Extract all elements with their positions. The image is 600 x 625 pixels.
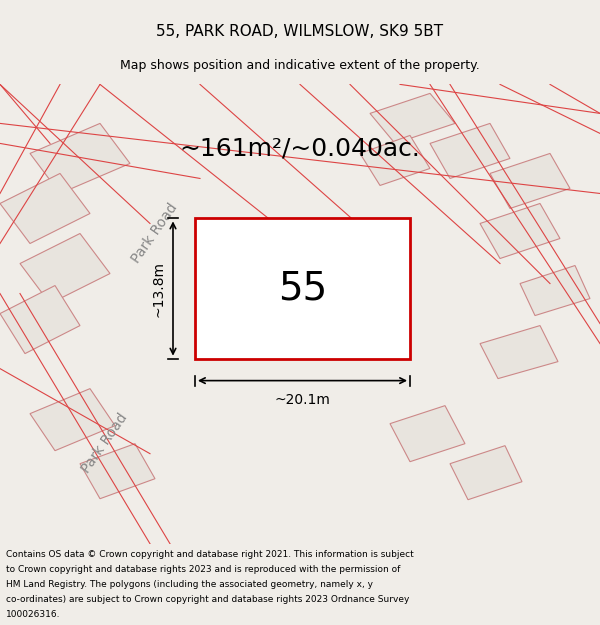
Polygon shape (370, 93, 455, 143)
Polygon shape (30, 389, 115, 451)
Text: Contains OS data © Crown copyright and database right 2021. This information is : Contains OS data © Crown copyright and d… (6, 550, 414, 559)
Text: 55: 55 (278, 269, 327, 308)
Text: Map shows position and indicative extent of the property.: Map shows position and indicative extent… (120, 59, 480, 72)
Polygon shape (450, 446, 522, 500)
Text: ~13.8m: ~13.8m (151, 261, 165, 316)
Polygon shape (490, 153, 570, 209)
Polygon shape (30, 123, 130, 194)
Polygon shape (390, 406, 465, 462)
Polygon shape (520, 266, 590, 316)
Text: co-ordinates) are subject to Crown copyright and database rights 2023 Ordnance S: co-ordinates) are subject to Crown copyr… (6, 596, 409, 604)
Polygon shape (480, 204, 560, 259)
Text: ~20.1m: ~20.1m (275, 392, 331, 407)
Text: Park Road: Park Road (129, 201, 181, 266)
Text: HM Land Registry. The polygons (including the associated geometry, namely x, y: HM Land Registry. The polygons (includin… (6, 580, 373, 589)
Text: Park Road: Park Road (79, 411, 131, 476)
Polygon shape (430, 123, 510, 179)
Polygon shape (480, 326, 558, 379)
Text: to Crown copyright and database rights 2023 and is reproduced with the permissio: to Crown copyright and database rights 2… (6, 565, 400, 574)
Polygon shape (360, 136, 430, 186)
Text: ~161m²/~0.040ac.: ~161m²/~0.040ac. (179, 136, 421, 161)
Bar (195, 219, 410, 359)
Polygon shape (0, 286, 80, 354)
Text: 100026316.: 100026316. (6, 611, 61, 619)
Polygon shape (20, 234, 110, 304)
Polygon shape (0, 174, 90, 244)
Polygon shape (80, 444, 155, 499)
Text: 55, PARK ROAD, WILMSLOW, SK9 5BT: 55, PARK ROAD, WILMSLOW, SK9 5BT (157, 24, 443, 39)
